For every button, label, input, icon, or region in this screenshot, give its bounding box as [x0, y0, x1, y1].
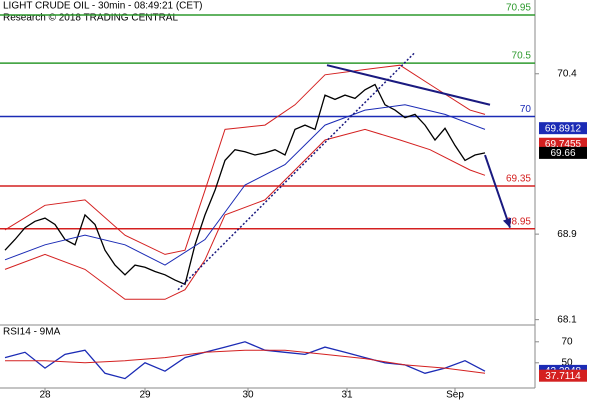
- price-label: 69.66: [550, 148, 575, 159]
- rsi-title: RSI14 - 9MA: [3, 327, 61, 338]
- series-line: [4, 64, 486, 255]
- chart-title: LIGHT CRUDE OIL - 30min - 08:49:21 (CET): [3, 1, 203, 12]
- level-label: 70: [520, 104, 532, 115]
- price-label-box: [539, 122, 587, 135]
- x-tick-label: 31: [341, 390, 353, 400]
- y-tick-label: 68.9: [557, 229, 577, 240]
- series-line: [5, 349, 486, 374]
- series-line: [4, 104, 486, 266]
- level-label: 70.5: [512, 51, 532, 62]
- arrow-head: [502, 217, 512, 228]
- price-label-box: [539, 369, 587, 382]
- series-line: [4, 83, 486, 286]
- price-label: 69.7455: [545, 139, 582, 150]
- chart-subtitle: Research © 2018 TRADING CENTRAL: [3, 13, 178, 24]
- price-label-box: [539, 146, 587, 159]
- y-tick-label: 70.4: [557, 68, 577, 79]
- series-line: [4, 128, 486, 300]
- price-label-box: [539, 137, 587, 150]
- level-label: 68.95: [506, 216, 531, 227]
- x-tick-label: Sep: [446, 390, 464, 400]
- trendline: [484, 154, 511, 229]
- level-label: 69.35: [506, 174, 531, 185]
- y-tick-label: 70: [561, 336, 573, 347]
- x-tick-label: 29: [139, 390, 151, 400]
- price-label: 37.7114: [545, 371, 581, 382]
- y-tick-label: 50: [561, 357, 573, 368]
- trendline: [326, 64, 491, 106]
- x-tick-label: 28: [39, 390, 51, 400]
- y-tick-label: 68.1: [557, 314, 577, 325]
- level-label: 70.95: [506, 3, 531, 14]
- x-tick-label: 30: [242, 390, 254, 400]
- price-label: 69.8912: [545, 123, 582, 134]
